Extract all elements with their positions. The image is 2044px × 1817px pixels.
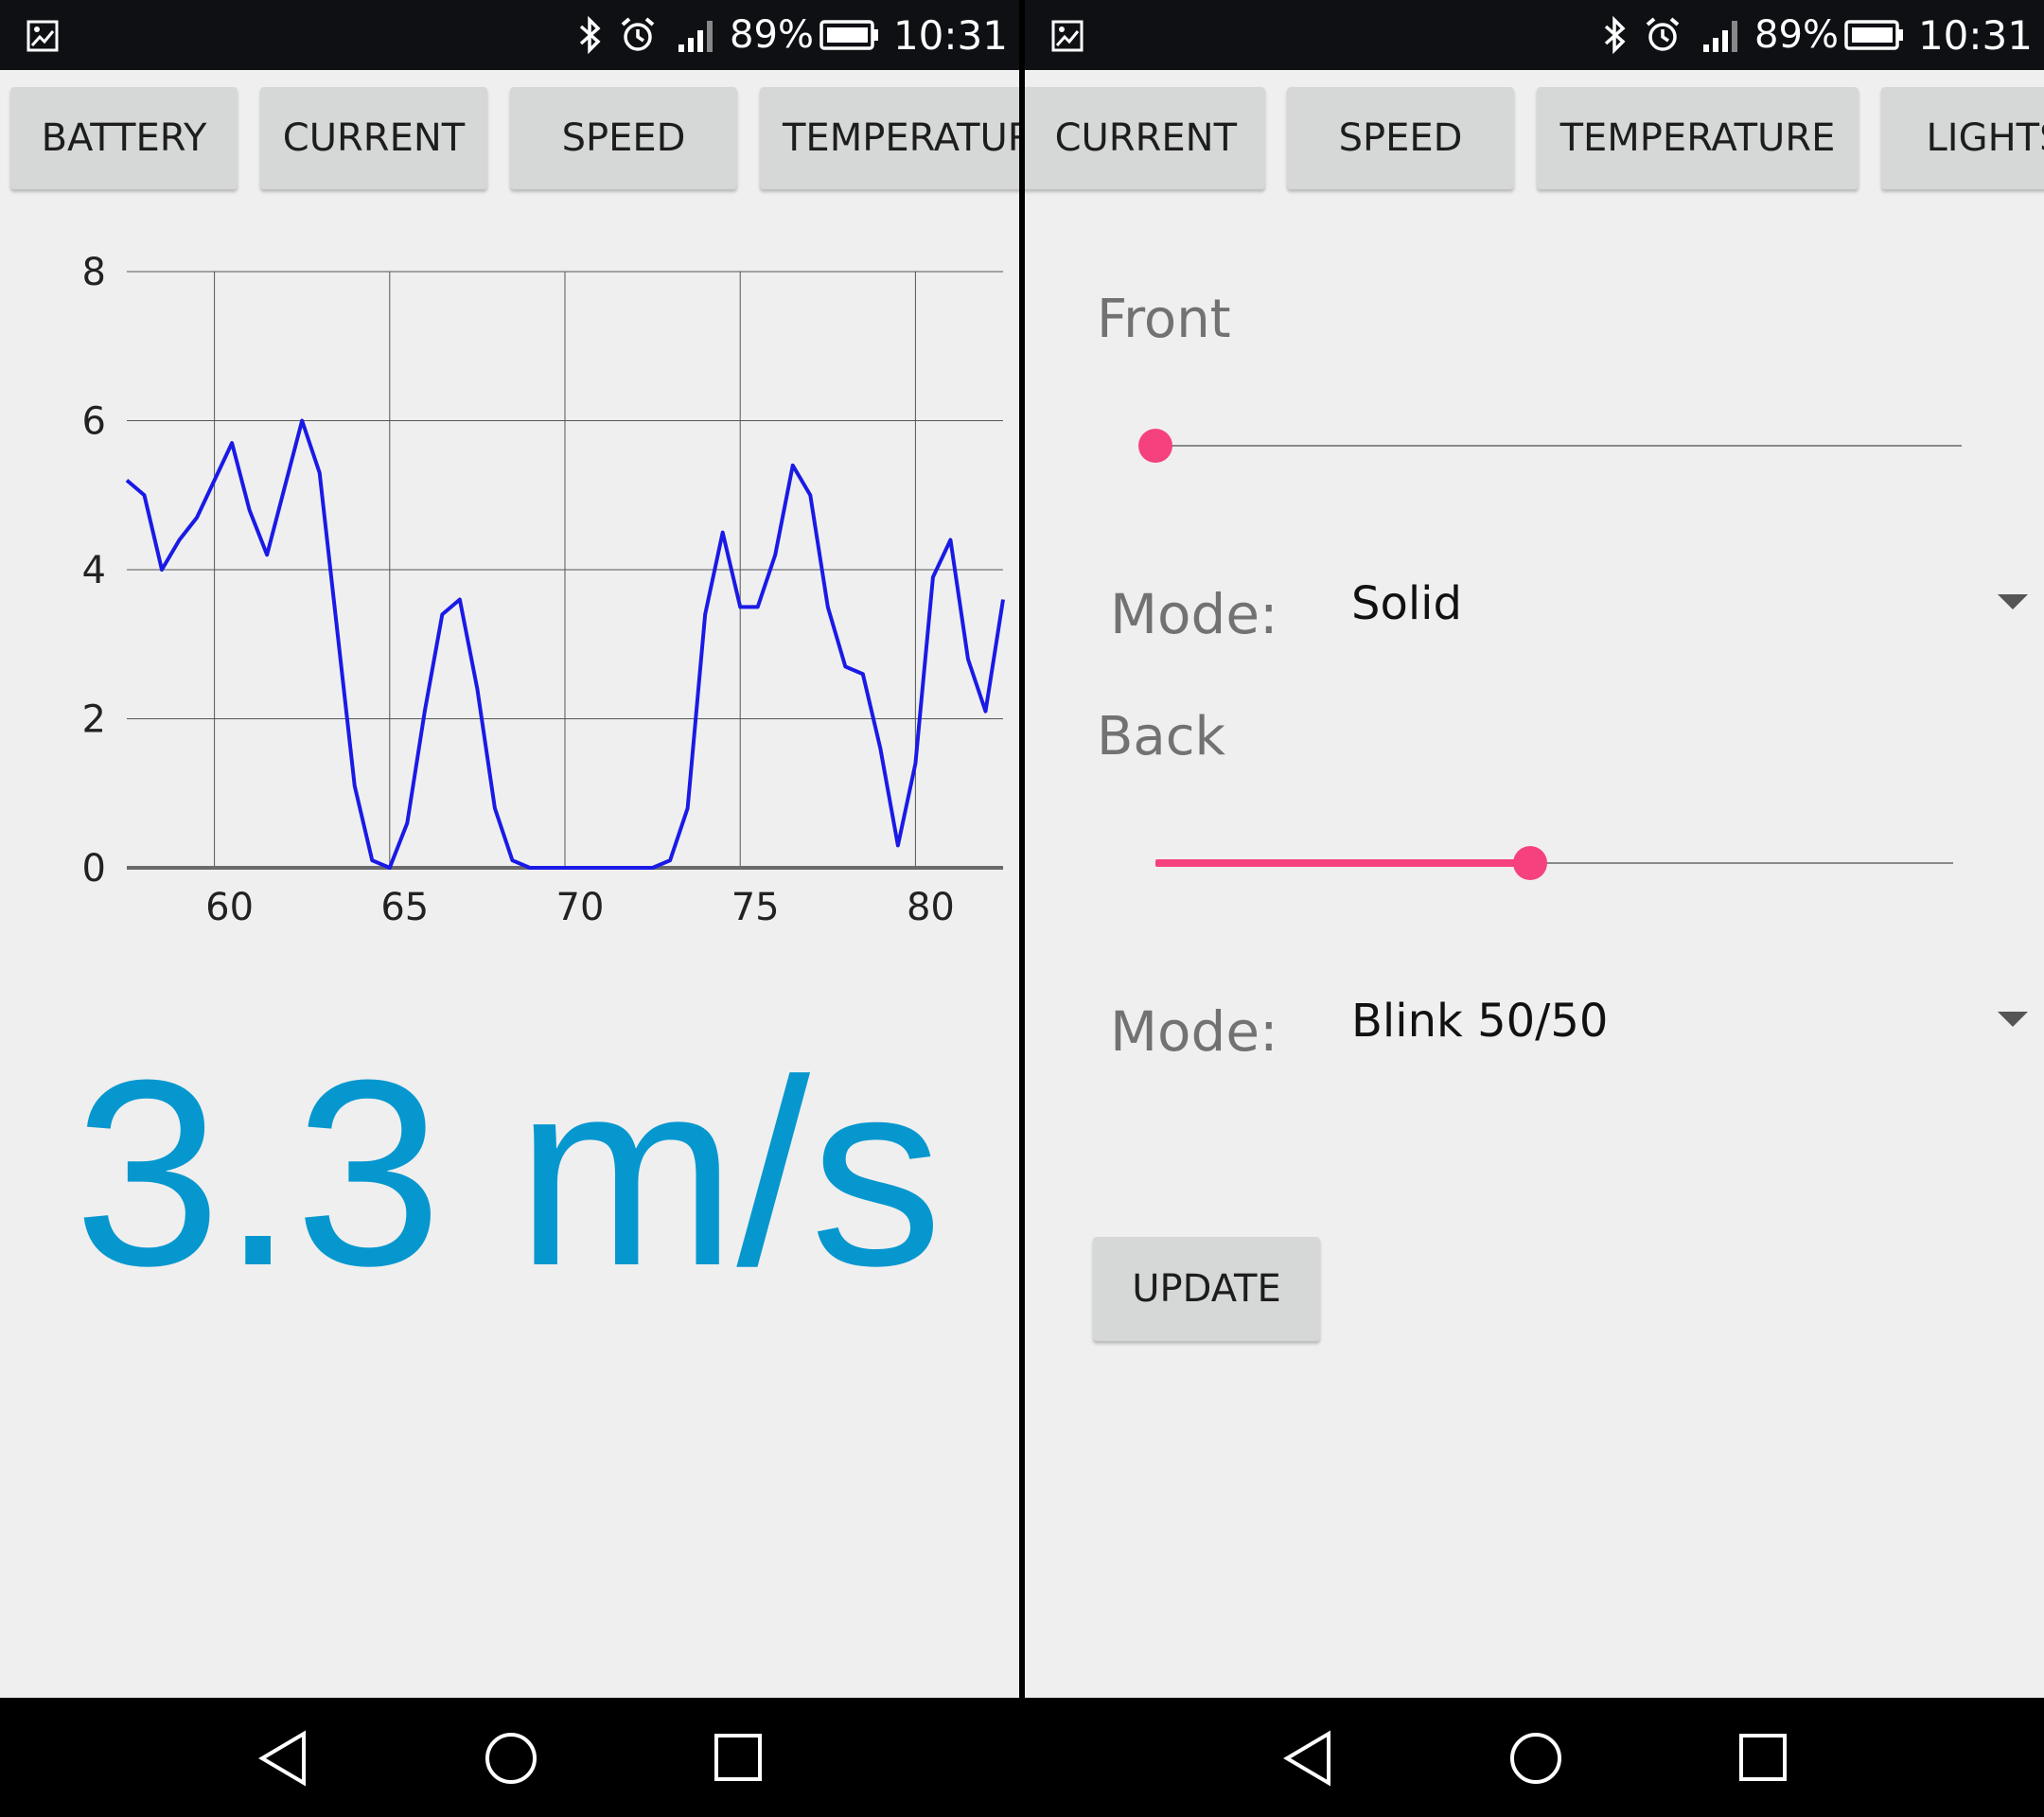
home-nav-icon[interactable]: [1507, 1729, 1564, 1788]
status-bar: 89% 10:31: [0, 0, 1019, 70]
tab-bar: BATTERY CURRENT SPEED TEMPERATURE: [0, 70, 1019, 203]
speed-screen: 89% 10:31 BATTERY CURRENT SPEED TEMPERAT…: [0, 0, 1019, 1817]
tab-current[interactable]: CURRENT: [1025, 87, 1265, 189]
back-mode-value: Blink 50/50: [1351, 995, 1609, 1048]
slider-fill: [1155, 859, 1531, 867]
slider-track: [1155, 862, 1953, 864]
x-tick-label: 65: [380, 886, 429, 929]
tab-lights[interactable]: LIGHTS: [1881, 87, 2044, 189]
x-tick-label: 80: [907, 886, 955, 929]
speed-series-line: [125, 418, 1005, 870]
back-mode-dropdown[interactable]: Blink 50/50: [1351, 995, 2042, 1080]
back-nav-icon[interactable]: [257, 1729, 310, 1788]
front-mode-label: Mode:: [1110, 582, 1278, 646]
back-light-label: Back: [1097, 706, 1225, 767]
status-clock: 10:31: [1917, 11, 2033, 59]
tab-bar: CURRENT SPEED TEMPERATURE LIGHTS: [1025, 70, 2044, 203]
y-tick-label: 0: [82, 847, 106, 891]
chevron-down-icon: [1998, 1012, 2028, 1027]
y-tick-label: 8: [82, 251, 106, 294]
tab-temperature[interactable]: TEMPERATURE: [760, 87, 1019, 189]
tab-temperature[interactable]: TEMPERATURE: [1537, 87, 1859, 189]
x-tick-label: 75: [731, 886, 780, 929]
front-mode-dropdown[interactable]: Solid: [1351, 577, 2042, 662]
home-nav-icon[interactable]: [483, 1729, 539, 1788]
slider-thumb[interactable]: [1513, 846, 1548, 880]
slider-thumb[interactable]: [1138, 429, 1172, 463]
tab-speed[interactable]: SPEED: [510, 87, 737, 189]
battery-icon: [1844, 18, 1905, 52]
update-button[interactable]: UPDATE: [1093, 1237, 1320, 1341]
status-clock: 10:31: [892, 11, 1008, 59]
back-nav-icon[interactable]: [1282, 1729, 1335, 1788]
battery-percent: 89%: [1754, 13, 1839, 57]
recents-nav-icon[interactable]: [1736, 1729, 1789, 1788]
tab-battery[interactable]: BATTERY: [10, 87, 238, 189]
battery-percent: 89%: [730, 13, 814, 57]
y-tick-label: 6: [82, 400, 106, 444]
signal-icon: [1701, 16, 1741, 54]
front-light-label: Front: [1097, 289, 1231, 350]
speed-chart: 0 2 4 6 8 60 65 70 75 80: [82, 251, 1005, 929]
alarm-icon: [620, 16, 656, 54]
bluetooth-icon: [574, 16, 607, 54]
back-brightness-slider[interactable]: [1155, 844, 1953, 882]
signal-icon: [677, 16, 716, 54]
y-tick-label: 4: [82, 549, 106, 592]
front-brightness-slider[interactable]: [1138, 427, 1962, 465]
tab-current[interactable]: CURRENT: [260, 87, 487, 189]
speed-readout: 3.3 m/s: [74, 1026, 943, 1321]
x-tick-label: 70: [556, 886, 605, 929]
navigation-bar: [0, 1698, 1019, 1817]
status-bar: 89% 10:31: [1025, 0, 2044, 70]
bluetooth-icon: [1599, 16, 1631, 54]
slider-track: [1155, 445, 1962, 447]
gallery-notification-icon: [26, 19, 60, 57]
alarm-icon: [1645, 16, 1681, 54]
gallery-notification-icon: [1050, 19, 1084, 57]
tab-speed[interactable]: SPEED: [1287, 87, 1514, 189]
navigation-bar: [1025, 1698, 2044, 1817]
recents-nav-icon[interactable]: [712, 1729, 765, 1788]
back-mode-label: Mode:: [1110, 999, 1278, 1064]
lights-screen: 89% 10:31 CURRENT SPEED TEMPERATURE LIGH…: [1025, 0, 2044, 1817]
x-tick-label: 60: [205, 886, 254, 929]
y-tick-label: 2: [82, 698, 106, 742]
chevron-down-icon: [1998, 594, 2028, 609]
battery-icon: [819, 18, 880, 52]
front-mode-value: Solid: [1351, 577, 1462, 630]
